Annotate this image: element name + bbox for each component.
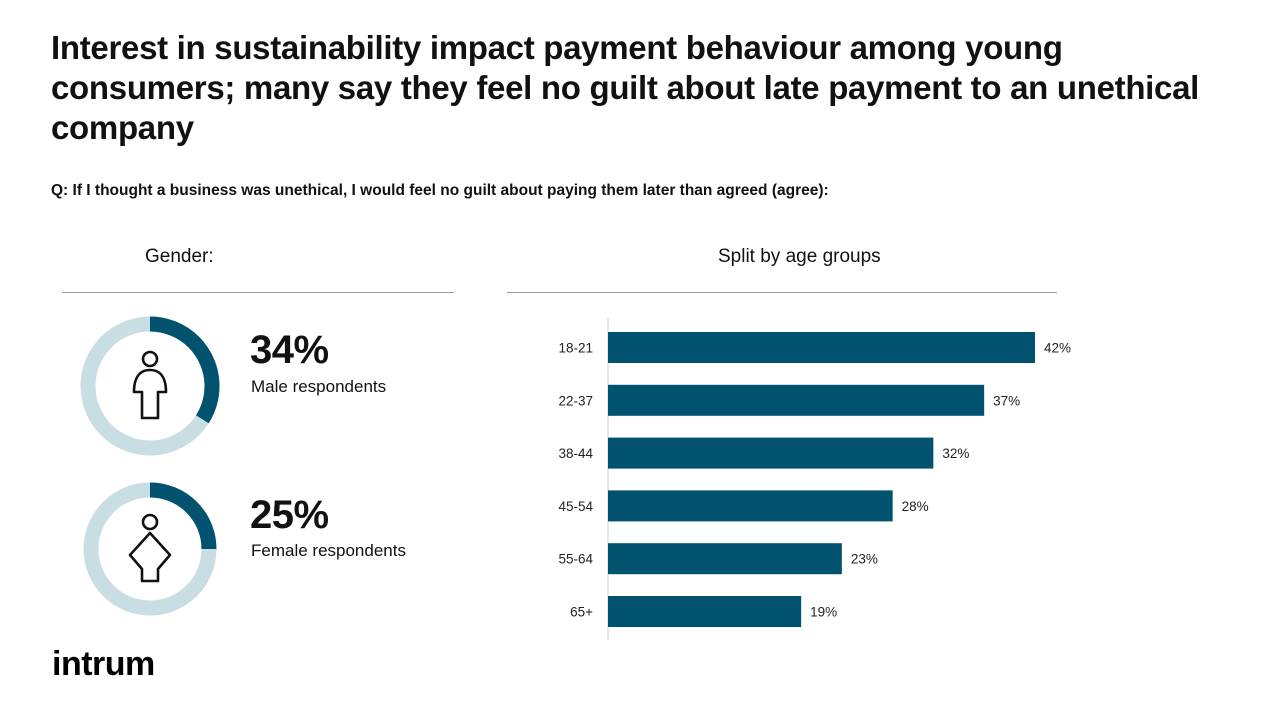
- age-divider: [507, 292, 1057, 293]
- data-label-18-21: 42%: [1044, 341, 1071, 356]
- bar-45-54: [608, 490, 893, 522]
- bar-18-21: [608, 332, 1035, 363]
- page-title: Interest in sustainability impact paymen…: [51, 29, 1200, 146]
- tick-label-45-54: 45-54: [558, 499, 593, 514]
- male-donut-value: [80, 316, 220, 456]
- age-groups-heading: Split by age groups: [718, 246, 881, 267]
- tick-label-22-37: 22-37: [558, 393, 593, 408]
- tick-label-65+: 65+: [570, 605, 593, 620]
- tick-label-55-64: 55-64: [558, 552, 593, 567]
- male-person-icon: [132, 350, 168, 420]
- female-donut-value: [83, 482, 217, 616]
- data-label-45-54: 28%: [902, 499, 929, 514]
- tick-label-18-21: 18-21: [558, 341, 593, 356]
- gender-divider: [62, 292, 454, 293]
- male-label: Male respondents: [251, 377, 387, 396]
- survey-question: Q: If I thought a business was unethical…: [51, 182, 829, 199]
- gender-heading: Gender:: [145, 246, 214, 267]
- female-percentage: 25%: [250, 493, 329, 537]
- female-donut: [82, 481, 218, 617]
- bar-65+: [608, 596, 802, 627]
- bar-22-37: [608, 384, 985, 416]
- data-label-22-37: 37%: [993, 393, 1020, 408]
- tick-label-38-44: 38-44: [558, 446, 593, 461]
- data-label-38-44: 32%: [942, 446, 969, 461]
- data-label-65+: 19%: [810, 605, 837, 620]
- male-percentage: 34%: [250, 328, 329, 372]
- female-label: Female respondents: [251, 541, 406, 560]
- bar-38-44: [608, 437, 934, 469]
- data-label-55-64: 23%: [851, 552, 878, 567]
- intrum-logo: intrum: [52, 645, 155, 683]
- bar-55-64: [608, 543, 842, 575]
- female-person-icon: [128, 513, 172, 583]
- male-donut: [78, 314, 222, 458]
- age-bar-chart: 18-21 42% 22-37 37% 38-44 32% 45-54 28% 55-64 23%…: [558, 318, 1071, 640]
